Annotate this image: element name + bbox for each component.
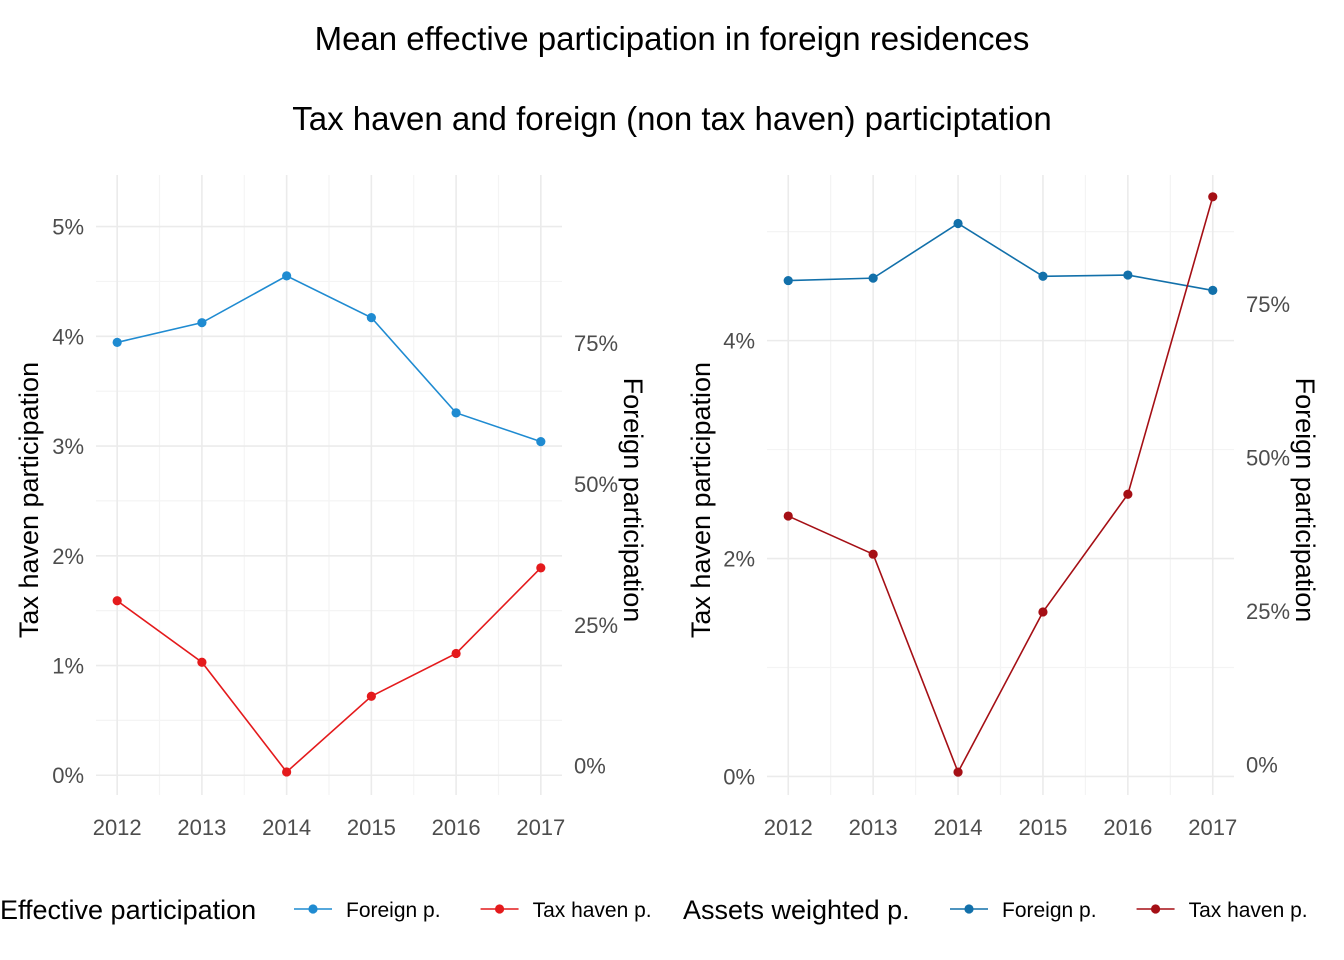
legend-key-point (964, 904, 974, 914)
y-axis-label: Tax haven participation (14, 362, 44, 638)
legend-item-label: Tax haven p. (533, 899, 652, 922)
series-line-tax-haven (116, 567, 542, 774)
data-point (451, 408, 461, 418)
y2-tick-label: 25% (574, 613, 618, 638)
y2-axis-label: Foreign participation (618, 378, 648, 623)
y-tick-label: 1% (52, 654, 84, 679)
data-point (1123, 489, 1133, 499)
data-point (868, 549, 878, 559)
y2-tick-label: 0% (1246, 752, 1278, 777)
data-point (536, 437, 546, 447)
y2-tick-label: 50% (574, 472, 618, 497)
y-tick-label: 5% (52, 215, 84, 240)
x-tick-label: 2017 (1188, 815, 1237, 840)
data-point (1123, 270, 1133, 280)
x-tick-label: 2015 (1018, 815, 1067, 840)
y-tick-label: 3% (52, 434, 84, 459)
data-point (112, 596, 122, 606)
legend-item-label: Foreign p. (346, 899, 441, 922)
series-line-foreign (788, 222, 1213, 292)
data-point (197, 318, 207, 328)
data-point (1038, 271, 1048, 281)
data-point (783, 511, 793, 521)
series-line-foreign (117, 274, 542, 443)
y-tick-label: 4% (52, 324, 84, 349)
legend-title: Effective participation (0, 895, 256, 925)
data-point (112, 337, 122, 347)
x-tick-label: 2013 (849, 815, 898, 840)
data-point (1208, 285, 1218, 296)
x-tick-label: 2013 (177, 815, 226, 840)
data-point (1038, 607, 1048, 617)
data-point (953, 767, 963, 777)
legend-key-point (1150, 904, 1161, 914)
x-tick-label: 2012 (764, 815, 813, 840)
y-axis-label: Tax haven participation (686, 362, 716, 638)
chart-title: Mean effective participation in foreign … (314, 20, 1030, 57)
y2-tick-label: 50% (1246, 445, 1290, 470)
x-tick-label: 2014 (262, 815, 311, 840)
x-tick-label: 2016 (1103, 815, 1152, 840)
y-tick-label: 4% (723, 329, 755, 354)
data-point (783, 275, 793, 286)
x-tick-label: 2012 (93, 815, 142, 840)
chart-panel-2: 2012 2013 2014 2015 2016 2017 0% 2% 4% 0% 25% 50% 75… (683, 175, 1320, 925)
legend-key-point (308, 904, 318, 914)
data-point (197, 657, 207, 667)
legend-item-label: Foreign p. (1002, 899, 1097, 922)
legend-key-point (494, 904, 505, 914)
x-tick-label: 2014 (934, 815, 983, 840)
data-point (1208, 192, 1218, 202)
data-point (366, 691, 376, 701)
x-tick-label: 2015 (347, 815, 396, 840)
data-point (282, 767, 292, 777)
y-tick-label: 2% (52, 544, 84, 569)
data-point (868, 273, 878, 283)
chart-panel-1: 2012 2013 2014 2015 2016 2017 0% 1% 2% 3% 4% 5% 0% 25… (0, 175, 652, 925)
y2-tick-label: 0% (574, 754, 606, 779)
y-tick-label: 2% (723, 547, 755, 572)
legend-title: Assets weighted p. (683, 895, 910, 925)
data-point (366, 313, 376, 323)
chart-subtitle: Tax haven and foreign (non tax haven) pa… (292, 100, 1052, 137)
series-line-tax-haven (787, 196, 1214, 775)
y2-tick-label: 25% (1246, 599, 1290, 624)
x-tick-label: 2016 (432, 815, 481, 840)
data-point (953, 218, 963, 229)
y-tick-label: 0% (723, 764, 755, 789)
y2-axis-label: Foreign participation (1290, 378, 1320, 623)
x-tick-label: 2017 (516, 815, 565, 840)
data-point (451, 648, 461, 659)
y2-tick-label: 75% (574, 331, 618, 356)
legend-item-label: Tax haven p. (1189, 899, 1308, 922)
y2-tick-label: 75% (1246, 292, 1290, 317)
y-tick-label: 0% (52, 763, 84, 788)
data-point (282, 271, 292, 281)
data-point (536, 563, 546, 573)
